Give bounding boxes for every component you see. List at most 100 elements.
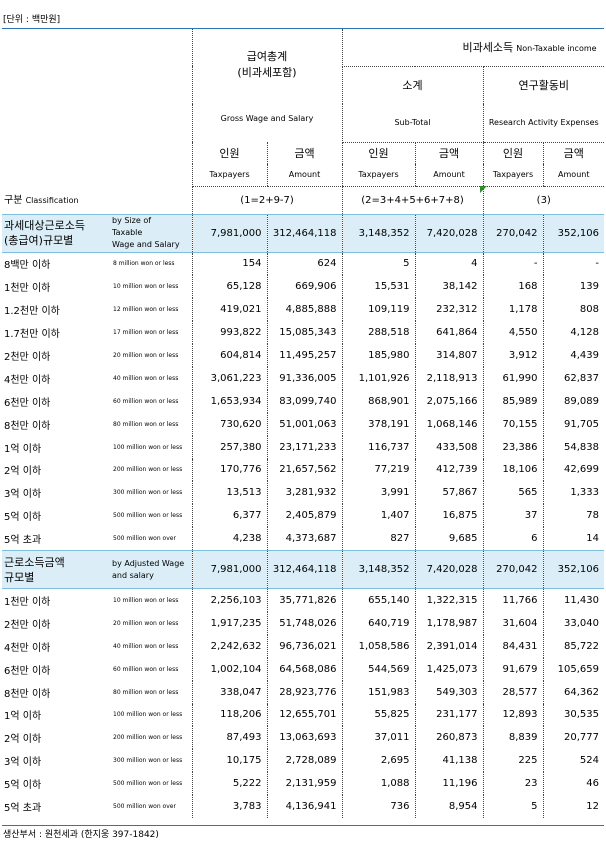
cell-value: 105,659: [542, 657, 604, 681]
cell-value: 624: [266, 252, 342, 276]
cell-value: 10,175: [191, 749, 267, 773]
cell-value: 57,867: [414, 481, 483, 505]
cell-value: 4,128: [542, 321, 604, 345]
classification-ko: 구분: [4, 194, 23, 206]
cell-value: 4,238: [191, 527, 267, 551]
cell-value: 3,061,223: [191, 366, 267, 390]
section-label-en: by Adjusted Wage and salary: [112, 550, 192, 590]
cell-value: 4,373,687: [266, 527, 342, 551]
row-label-ko: 2천만 이하: [4, 352, 51, 363]
table-row: 4천만 이하 40 million won or less 2,242,632 96,…: [2, 634, 604, 658]
cell-value: 91,336,005: [266, 366, 342, 390]
cell-value: 5: [341, 252, 415, 276]
cell-value: 9,685: [414, 527, 483, 551]
table-row: 2억 이하 200 million won or less 170,776 21,65…: [2, 458, 604, 482]
cell-value: 2,728,089: [266, 749, 342, 773]
cell-value: 225: [482, 749, 543, 773]
cell-value: 260,873: [414, 726, 483, 750]
cell-value: 257,380: [191, 435, 267, 459]
amount-header-en: Amount: [266, 164, 342, 187]
cell-value: 11,495,257: [266, 344, 342, 367]
total-value: 270,042: [482, 213, 543, 253]
cell-value: 77,219: [341, 458, 415, 482]
cell-value: 433,508: [414, 435, 483, 459]
cell-value: 91,705: [542, 412, 604, 436]
cell-value: 116,737: [341, 435, 415, 459]
total-value: 7,981,000: [191, 550, 267, 590]
cell-value: 1,407: [341, 504, 415, 528]
row-label-ko: 5억 이하: [4, 780, 42, 792]
row-label-ko: 1천만 이하: [4, 597, 51, 609]
cell-value: 1,425,073: [414, 657, 483, 681]
cell-value: 2,242,632: [191, 634, 267, 658]
cell-value: 2,256,103: [191, 588, 267, 612]
cell-value: 736: [341, 795, 415, 818]
cell-value: 3,281,932: [266, 481, 342, 505]
row-label-ko: 5억 초과: [4, 803, 42, 815]
row-label-ko: 4천만 이하: [4, 642, 51, 654]
cell-value: 38,142: [414, 275, 483, 299]
row-label-en: 40 million won or less: [113, 642, 179, 650]
row-label-ko: 6천만 이하: [4, 397, 51, 409]
cell-value: 64,568,086: [266, 657, 342, 681]
table-row: 5억 초과 500 million won over 4,238 4,373,687 8…: [2, 527, 604, 551]
row-label-en: 200 million won or less: [113, 466, 183, 474]
cell-value: 4,885,888: [266, 298, 342, 322]
table-row: 6천만 이하 60 million won or less 1,002,104 64,…: [2, 657, 604, 681]
cell-value: 730,620: [191, 412, 267, 436]
cell-value: 28,577: [482, 680, 543, 704]
cell-value: 1,088: [341, 772, 415, 796]
cell-value: 139: [542, 275, 604, 299]
table-row: 1억 이하 100 million won or less 118,206 12,65…: [2, 703, 604, 727]
formula-gross: (1=2+9-7): [191, 186, 342, 214]
cell-value: 42,699: [542, 458, 604, 482]
cell-value: 51,748,026: [266, 611, 342, 635]
subtotal-en: Sub-Total: [341, 104, 483, 143]
cell-value: 35,771,826: [266, 588, 342, 612]
row-label-ko: 2억 이하: [4, 734, 42, 746]
section-total-row: 과세대상근로소득 (총급여)규모별 by Size of Taxable Wage an…: [2, 213, 604, 253]
row-label-ko: 8천만 이하: [4, 420, 51, 432]
classification-en: Classification: [25, 195, 79, 205]
research-en: Research Activity Expenses: [482, 104, 604, 143]
row-label-en: 20 million won or less: [113, 352, 179, 359]
total-value: 7,420,028: [414, 550, 483, 590]
total-value: 270,042: [482, 550, 543, 590]
table-row: 2천만 이하 20 million won or less 604,814 11,49…: [2, 344, 604, 367]
taxpayers-header-en: Taxpayers: [341, 164, 415, 187]
cell-value: 641,864: [414, 321, 483, 345]
row-label-en: 60 million won or less: [113, 665, 179, 673]
amount-header-ko: 금액: [542, 142, 604, 164]
cell-value: 1,178: [482, 298, 543, 322]
row-label-ko: 6천만 이하: [4, 665, 51, 677]
amount-header-ko: 금액: [266, 142, 342, 164]
cell-value: 8,954: [414, 795, 483, 818]
cell-value: 85,989: [482, 389, 543, 413]
row-label-en: 60 million won or less: [113, 397, 179, 405]
cell-value: 4,136,941: [266, 795, 342, 818]
cell-value: 549,303: [414, 680, 483, 704]
row-label-ko: 1억 이하: [4, 443, 42, 455]
row-label-ko: 1천만 이하: [4, 283, 51, 295]
row-label-en: 500 million won over: [113, 803, 176, 811]
cell-value: 4,550: [482, 321, 543, 345]
cell-value: 37,011: [341, 726, 415, 750]
cell-value: 89,089: [542, 389, 604, 413]
table-row: 2억 이하 200 million won or less 87,493 13,063…: [2, 726, 604, 750]
table-row: 1천만 이하 10 million won or less 65,128 669,90…: [2, 275, 604, 299]
row-label-en: 12 million won or less: [113, 306, 179, 314]
cell-value: 33,040: [542, 611, 604, 635]
cell-value: 55,825: [341, 703, 415, 727]
total-value: 352,106: [542, 550, 604, 590]
cell-value: 37: [482, 504, 543, 528]
cell-value: 11,196: [414, 772, 483, 796]
cell-value: 23,386: [482, 435, 543, 459]
table-row: 1천만 이하 10 million won or less 2,256,103 35,…: [2, 588, 604, 612]
table-row: 5억 이하 500 million won or less 6,377 2,405,8…: [2, 504, 604, 528]
row-label-en: 100 million won or less: [113, 443, 183, 451]
cell-value: 5: [482, 795, 543, 818]
cell-value: 85,722: [542, 634, 604, 658]
taxpayers-header-ko: 인원: [191, 142, 267, 164]
cell-value: 1,101,926: [341, 366, 415, 390]
row-label-ko: 4천만 이하: [4, 374, 51, 386]
